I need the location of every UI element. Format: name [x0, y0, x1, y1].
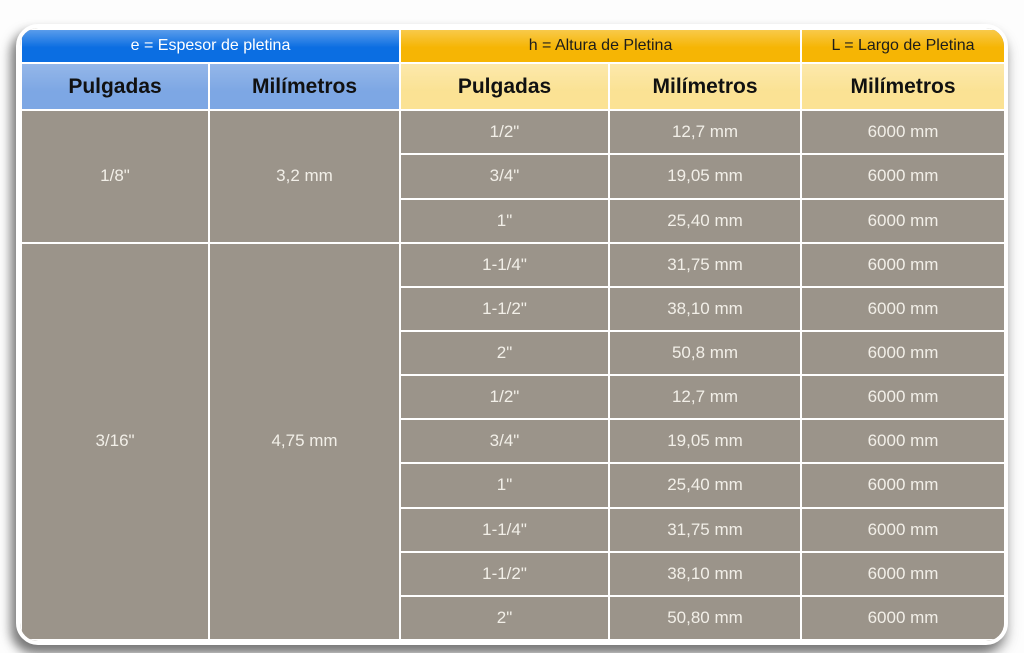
cell-altura-pulgadas: 3/4": [399, 418, 611, 465]
table-row: 2" 50,8 mm 6000 mm: [21, 329, 1004, 377]
cell-altura-pulgadas: 1-1/2": [399, 550, 611, 597]
header-altura: h = Altura de Pletina: [399, 28, 803, 65]
table-row: 1" 25,40 mm 6000 mm: [21, 197, 1004, 244]
cell-altura-mm: 31,75 mm: [608, 506, 803, 553]
cell-espesor-pulgadas-group1: 1/8": [20, 109, 210, 244]
cell-altura-pulgadas: 1/2": [399, 374, 611, 421]
cell-espesor-mm-group2: 4,75 mm: [207, 241, 402, 641]
cell-altura-pulgadas: 2": [399, 594, 611, 641]
cell-altura-mm: 50,8 mm: [608, 329, 803, 377]
cell-largo-mm: 6000 mm: [800, 241, 1004, 288]
table-row: 3/4" 19,05 mm 6000 mm: [21, 418, 1004, 465]
cell-altura-mm: 38,10 mm: [608, 285, 803, 332]
subheader-row: Pulgadas Milímetros Pulgadas Milímetros …: [20, 62, 1004, 112]
cell-altura-mm: 12,7 mm: [608, 109, 803, 156]
cell-largo-mm: 6000 mm: [800, 197, 1004, 244]
cell-altura-mm: 19,05 mm: [608, 418, 803, 465]
cell-altura-mm: 31,75 mm: [608, 241, 803, 288]
cell-altura-mm: 25,40 mm: [608, 197, 803, 244]
cell-altura-pulgadas: 1": [399, 462, 611, 509]
header-largo: L = Largo de Pletina: [800, 28, 1004, 65]
subheader-espesor-pulgadas: Pulgadas: [20, 62, 210, 112]
cell-altura-pulgadas: 2": [399, 329, 611, 377]
header-espesor: e = Espesor de pletina: [20, 28, 402, 65]
table-row: 1/2" 12,7 mm 6000 mm: [21, 374, 1004, 421]
subheader-altura-milimetros: Milímetros: [608, 62, 803, 112]
cell-altura-pulgadas: 1-1/4": [399, 506, 611, 553]
header-row: e = Espesor de pletina h = Altura de Ple…: [20, 28, 1004, 65]
cell-largo-mm: 6000 mm: [800, 374, 1004, 421]
cell-largo-mm: 6000 mm: [800, 285, 1004, 332]
cell-altura-mm: 19,05 mm: [608, 153, 803, 200]
table-row: 3/4" 19,05 mm 6000 mm: [21, 153, 1004, 200]
table-row: 1/8" 3,2 mm 1/2" 12,7 mm 6000 mm: [20, 109, 1004, 244]
cell-largo-mm: 6000 mm: [800, 418, 1004, 465]
cell-altura-mm: 50,80 mm: [608, 594, 803, 641]
pletina-spec-table: e = Espesor de pletina h = Altura de Ple…: [20, 28, 1004, 641]
cell-largo-mm: 6000 mm: [800, 109, 1004, 156]
subheader-espesor-milimetros: Milímetros: [207, 62, 402, 112]
cell-largo-mm: 6000 mm: [800, 594, 1004, 641]
cell-altura-mm: 38,10 mm: [608, 550, 803, 597]
table-row: 1-1/4" 31,75 mm 6000 mm: [21, 506, 1004, 553]
cell-altura-pulgadas: 1": [399, 197, 611, 244]
table-row: 1" 25,40 mm 6000 mm: [21, 462, 1004, 509]
cell-largo-mm: 6000 mm: [800, 550, 1004, 597]
spec-table-panel: e = Espesor de pletina h = Altura de Ple…: [16, 24, 1008, 645]
table-row: 1-1/2" 38,10 mm 6000 mm: [21, 285, 1004, 332]
cell-altura-pulgadas: 3/4": [399, 153, 611, 200]
table-row: 2" 50,80 mm 6000 mm: [21, 594, 1004, 641]
cell-espesor-mm-group1: 3,2 mm: [207, 109, 402, 244]
cell-espesor-pulgadas-group2: 3/16": [20, 241, 210, 641]
cell-largo-mm: 6000 mm: [800, 329, 1004, 377]
cell-largo-mm: 6000 mm: [800, 462, 1004, 509]
subheader-altura-pulgadas: Pulgadas: [399, 62, 611, 112]
cell-largo-mm: 6000 mm: [800, 153, 1004, 200]
table-row: 1-1/2" 38,10 mm 6000 mm: [21, 550, 1004, 597]
cell-altura-mm: 25,40 mm: [608, 462, 803, 509]
cell-altura-pulgadas: 1-1/4": [399, 241, 611, 288]
cell-altura-pulgadas: 1-1/2": [399, 285, 611, 332]
cell-altura-pulgadas: 1/2": [399, 109, 611, 156]
cell-largo-mm: 6000 mm: [800, 506, 1004, 553]
cell-altura-mm: 12,7 mm: [608, 374, 803, 421]
table-row: 3/16" 4,75 mm 1-1/4" 31,75 mm 6000 mm: [20, 241, 1004, 641]
subheader-largo-milimetros: Milímetros: [800, 62, 1004, 112]
